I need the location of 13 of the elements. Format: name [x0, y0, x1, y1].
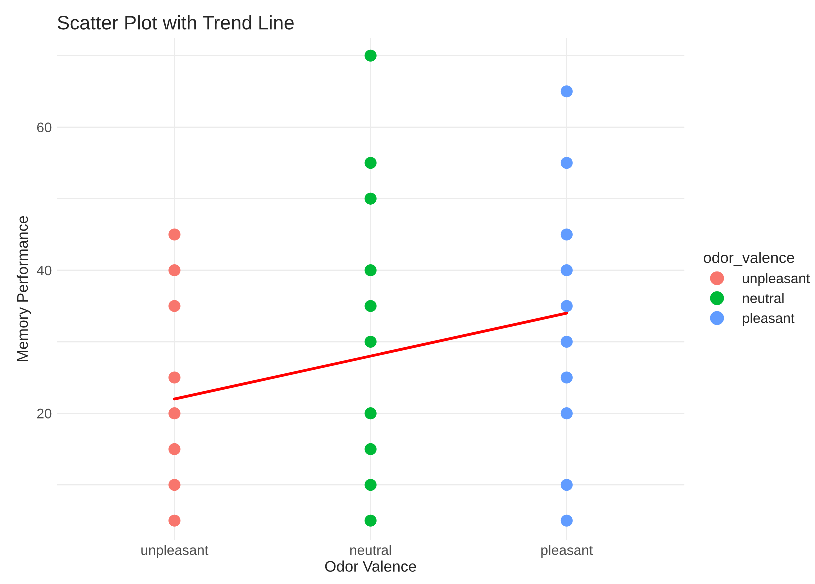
y-tick-label: 60	[37, 122, 52, 133]
y-tick-label: 40	[37, 266, 52, 276]
legend-label: neutral	[743, 293, 784, 304]
x-axis-title: Odor Valence	[325, 560, 416, 572]
legend-label: unpleasant	[743, 273, 810, 286]
y-axis-title: Memory Performance	[16, 216, 32, 362]
chart-title: Scatter Plot with Trend Line	[58, 16, 294, 30]
x-tick-label: neutral	[350, 545, 392, 556]
x-tick-label: unpleasant	[142, 545, 209, 558]
legend-label: pleasant	[743, 313, 795, 326]
y-tick-label: 20	[37, 408, 52, 419]
x-tick-label: pleasant	[542, 545, 594, 558]
legend-title: odor_valence	[704, 252, 794, 266]
